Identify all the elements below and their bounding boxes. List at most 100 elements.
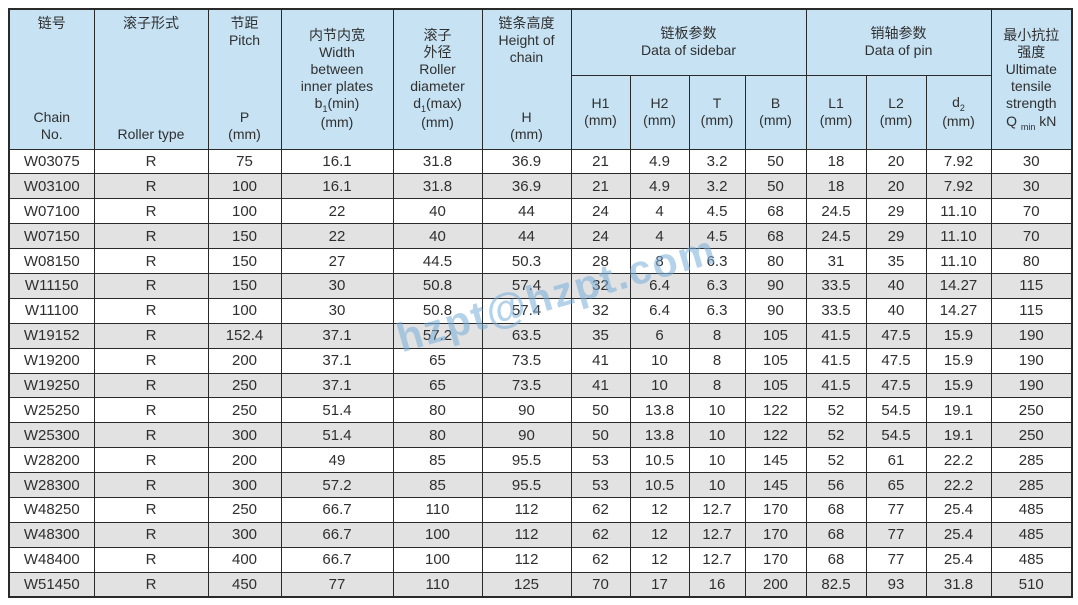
cell: 29 [865,198,927,225]
cell: 33.5 [805,272,867,299]
cell: 50 [744,173,807,200]
cell: 22.2 [925,447,992,474]
cell: 95.5 [481,447,572,474]
cell: 77 [280,571,394,598]
cell: 3.2 [688,173,746,200]
cell: 12.7 [688,546,746,573]
cell: 105 [744,347,807,374]
col-header-inner-width-name: 内节内宽 Width between inner plates [300,27,374,95]
cell: 37.1 [280,372,394,399]
cell: 41 [570,372,631,399]
cell: 41.5 [805,347,867,374]
cell: R [93,272,209,299]
col-header-t: T (mm) [688,74,746,150]
col-header-d2: d2 (mm) [925,74,992,150]
cell: 77 [865,496,927,523]
cell: R [93,447,209,474]
cell: 170 [744,546,807,573]
cell: 57.2 [392,322,483,349]
cell: 300 [207,521,282,548]
cell: 20 [865,173,927,200]
cell: 47.5 [865,372,927,399]
cell: 47.5 [865,322,927,349]
cell: 80 [392,422,483,449]
cell: R [93,397,209,424]
cell: 190 [990,322,1073,349]
cell: 51.4 [280,397,394,424]
cell: R [93,372,209,399]
cell: 112 [481,546,572,573]
cell: 50.8 [392,297,483,324]
col-header-strength-name: 最小抗拉 强度 Ultimate tensile strength [1003,27,1060,112]
cell: 25.4 [925,496,992,523]
subscript: 1 [421,104,427,115]
cell: 29 [865,223,927,250]
cell: 125 [481,571,572,598]
cell: 62 [570,496,631,523]
table-row: W48300 R 300 66.7 100 112 62 12 12.7 170 68 77 25.4 4… [8,521,1073,548]
cell: 44.5 [392,248,483,274]
cell: 21 [570,148,631,175]
cell: 33.5 [805,297,867,324]
cell: 15.9 [925,347,992,374]
cell: 112 [481,496,572,523]
col-header-roller-type-zh: 滚子形式 [123,15,179,32]
cell: 300 [207,422,282,449]
cell: 31.8 [392,148,483,175]
col-header-pitch-name: 节距 Pitch [228,15,261,49]
col-header-roller-diameter-name: 滚子 外径 Roller diameter [410,27,465,95]
cell: 32 [570,297,631,324]
cell: 68 [805,546,867,573]
cell: 85 [392,472,483,498]
table-row: W25300 R 300 51.4 80 90 50 13.8 10 122 52 54.5 19.1 2… [8,422,1073,449]
cell: 65 [392,347,483,374]
cell: 200 [744,571,807,598]
cell: 54.5 [865,397,927,424]
col-header-roller-type: 滚子形式 Roller type [93,8,209,150]
table-row: W28200 R 200 49 85 95.5 53 10.5 10 145 52 61 22.2 285 [8,447,1073,474]
subscript: min [1020,121,1036,132]
cell: W19152 [8,322,95,349]
cell: W07150 [8,223,95,250]
table-header: 链号 Chain No. 滚子形式 Roller type 节距 Pitch P… [8,8,1073,150]
cell: W51450 [8,571,95,598]
cell: 52 [805,397,867,424]
cell: 6.3 [688,248,746,274]
col-header-roller-diameter: 滚子 外径 Roller diameter d1(max) (mm) [392,8,483,150]
cell: 300 [207,472,282,498]
col-header-h1: H1 (mm) [570,74,631,150]
cell: 6 [629,322,690,349]
cell: 30 [280,272,394,299]
cell: 50 [744,148,807,175]
cell: 82.5 [805,571,867,598]
cell: 152.4 [207,322,282,349]
cell: 285 [990,472,1073,498]
col-header-l1: L1 (mm) [805,74,867,150]
cell: R [93,571,209,598]
col-header-chain-no: 链号 Chain No. [8,8,95,150]
sub-header-row: H1 (mm) H2 (mm) T (mm) B (mm) L1 (mm) L2 (mm) d2 (mm) [9,74,1072,150]
cell: 190 [990,372,1073,399]
cell: W28300 [8,472,95,498]
cell: 15.9 [925,322,992,349]
cell: 11.10 [925,248,992,274]
cell: 95.5 [481,472,572,498]
cell: W08150 [8,248,95,274]
col-header-chain-no-en: Chain No. [33,109,71,143]
cell: 65 [865,472,927,498]
cell: 12.7 [688,521,746,548]
cell: 24 [570,223,631,250]
cell: 10 [688,422,746,449]
table-row: W19152 R 152.4 37.1 57.2 63.5 35 6 8 105 41.5 47.5 1… [8,322,1073,349]
cell: W07100 [8,198,95,225]
col-header-chain-height-symbol: H (mm) [510,109,543,143]
chain-spec-table: 链号 Chain No. 滚子形式 Roller type 节距 Pitch P… [8,8,1074,599]
cell: 57.2 [280,472,394,498]
cell: R [93,297,209,324]
cell: 16.1 [280,148,394,175]
cell: 53 [570,447,631,474]
cell: 54.5 [865,422,927,449]
cell: 37.1 [280,347,394,374]
col-header-inner-width-unit: (mm) [320,114,354,131]
cell: 190 [990,347,1073,374]
